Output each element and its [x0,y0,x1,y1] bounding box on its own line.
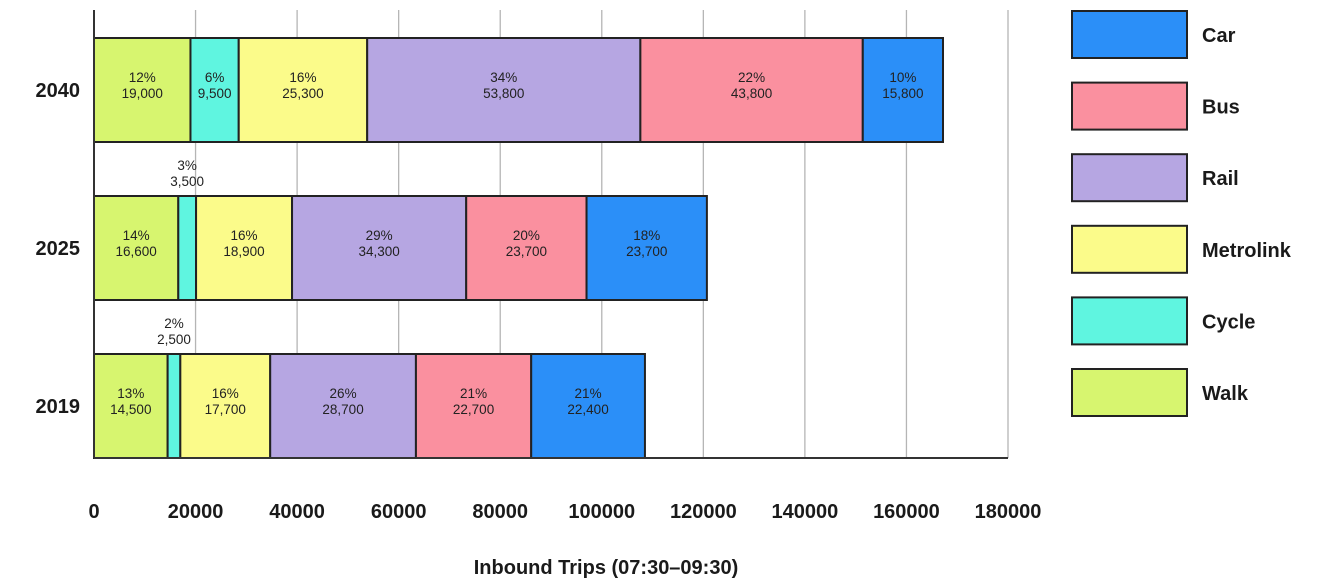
x-tick-label-9: 180000 [975,501,1042,523]
legend-label-walk: Walk [1202,383,1249,405]
bar-cycle-2040 [189,37,240,143]
x-axis-label: Inbound Trips (07:30–09:30) [474,557,739,578]
y-category-label-2025: 2025 [36,238,81,260]
legend-swatch-metrolink [1071,224,1188,274]
bars: 12%19,0006%9,50016%25,30034%53,80022%43,… [93,37,945,459]
bar-bus-2040 [639,37,864,143]
legend-label-car: Car [1202,25,1236,47]
legend-label-metrolink: Metrolink [1202,240,1292,262]
data-label-rail-2025-value: 34,300 [358,244,399,259]
bar-cycle-2025 [177,195,198,301]
axes [93,10,1008,459]
data-label-metrolink-2025-pct: 16% [231,228,258,243]
y-category-labels: 2040 2025 2019 [36,80,81,418]
bar-car-2025 [585,195,708,301]
data-label-walk-2025-value: 16,600 [115,244,156,259]
x-tick-label-1: 20000 [168,501,224,523]
data-label-car-2025-value: 23,700 [626,244,667,259]
data-label-cycle-2040-value: 9,500 [198,86,232,101]
data-label-cycle-2019-pct: 2% [164,316,184,331]
legend: Car Bus Rail Metrolink Cycle Walk [1071,10,1292,417]
data-label-car-2025-pct: 18% [633,228,660,243]
data-label-bus-2019-value: 22,700 [453,402,494,417]
data-label-rail-2019-pct: 26% [330,386,357,401]
y-category-label-2019: 2019 [36,396,81,418]
bar-cycle-2019 [166,353,182,459]
data-label-car-2040-value: 15,800 [882,86,923,101]
data-label-walk-2040-pct: 12% [129,70,156,85]
y-category-label-2040: 2040 [36,80,81,102]
data-label-car-2019-value: 22,400 [567,402,608,417]
data-label-bus-2040-value: 43,800 [731,86,772,101]
bar-rail-2025 [291,195,468,301]
bar-bus-2025 [465,195,588,301]
bar-rail-2019 [269,353,417,459]
data-label-metrolink-2019-value: 17,700 [205,402,246,417]
data-label-metrolink-2019-pct: 16% [212,386,239,401]
data-label-metrolink-2040-value: 25,300 [282,86,323,101]
bar-car-2040 [861,37,945,143]
data-label-cycle-2025-pct: 3% [177,158,197,173]
data-label-walk-2040-value: 19,000 [122,86,163,101]
data-label-bus-2019-pct: 21% [460,386,487,401]
bar-car-2019 [530,353,646,459]
bar-walk-2025 [93,195,180,301]
legend-swatch-walk [1071,368,1188,417]
data-label-cycle-2040-pct: 6% [205,70,225,85]
x-tick-label-5: 100000 [568,501,635,523]
bar-metrolink-2019 [179,353,272,459]
x-tick-label-3: 60000 [371,501,427,523]
data-label-walk-2025-pct: 14% [123,228,150,243]
data-label-car-2040-pct: 10% [889,70,916,85]
data-label-metrolink-2040-pct: 16% [289,70,316,85]
legend-swatch-bus [1071,81,1188,131]
data-label-rail-2019-value: 28,700 [322,402,363,417]
data-label-cycle-2025-value: 3,500 [170,174,204,189]
data-label-rail-2025-pct: 29% [366,228,393,243]
x-tick-label-2: 40000 [269,501,325,523]
legend-swatch-cycle [1071,296,1188,346]
data-label-bus-2025-pct: 20% [513,228,540,243]
data-label-walk-2019-pct: 13% [117,386,144,401]
bar-rail-2040 [366,37,642,143]
data-label-car-2019-pct: 21% [575,386,602,401]
legend-swatch-rail [1071,153,1188,203]
x-tick-labels: 0 20000 40000 60000 80000 100000 120000 140000 1… [88,501,1041,523]
x-tick-label-0: 0 [88,501,99,523]
data-label-cycle-2019-value: 2,500 [157,332,191,347]
legend-label-bus: Bus [1202,97,1240,119]
x-tick-label-8: 160000 [873,501,940,523]
data-label-bus-2025-value: 23,700 [506,244,547,259]
x-tick-label-4: 80000 [472,501,528,523]
legend-label-cycle: Cycle [1202,311,1255,333]
data-label-rail-2040-pct: 34% [490,70,517,85]
bar-metrolink-2025 [195,195,294,301]
legend-label-rail: Rail [1202,168,1239,190]
data-label-walk-2019-value: 14,500 [110,402,151,417]
bar-metrolink-2040 [237,37,369,143]
data-label-bus-2040-pct: 22% [738,70,765,85]
data-label-metrolink-2025-value: 18,900 [223,244,264,259]
x-tick-label-7: 140000 [772,501,839,523]
bar-bus-2019 [414,353,533,459]
x-tick-label-6: 120000 [670,501,737,523]
data-label-rail-2040-value: 53,800 [483,86,524,101]
legend-swatch-car [1071,10,1188,59]
